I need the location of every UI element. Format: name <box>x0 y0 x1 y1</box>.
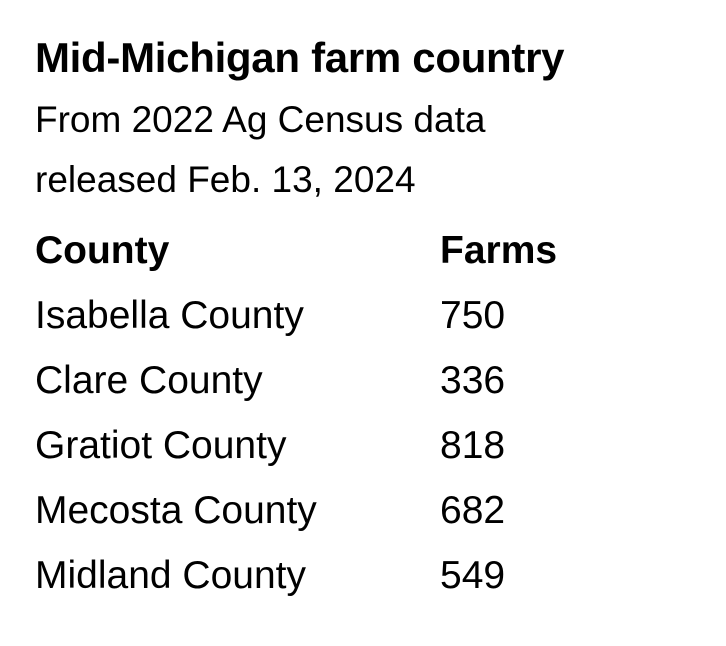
county-cell: Clare County <box>35 358 263 402</box>
table-row: Gratiot County 818 <box>35 413 557 478</box>
column-header: Farms <box>440 228 558 272</box>
table: County Farms Isabella County 750 Clare Coun… <box>35 218 557 608</box>
table-row: Mecosta County 682 <box>35 478 557 543</box>
subtitle: From 2022 Ag Census data released Feb. 1… <box>35 99 486 200</box>
county-cell: Gratiot County <box>35 423 287 467</box>
county-cell: Midland County <box>35 553 306 597</box>
title: Mid-Michigan farm country <box>35 34 565 81</box>
table-row: Clare County 336 <box>35 348 557 413</box>
farms-cell: 682 <box>440 488 506 532</box>
farms-cell: 336 <box>440 358 506 402</box>
table-body: Isabella County 750 Clare County 336 Gratiot… <box>35 283 557 608</box>
table-row: Midland County 549 <box>35 543 557 608</box>
column-header: County <box>35 228 170 272</box>
farms-cell: 750 <box>440 293 506 337</box>
farms-cell: 818 <box>440 423 506 467</box>
header-row: County Farms <box>35 218 557 283</box>
county-cell: Isabella County <box>35 293 304 337</box>
county-cell: Mecosta County <box>35 488 317 532</box>
content: Mid-Michigan farm country From 2022 Ag C… <box>35 34 565 608</box>
farms-cell: 549 <box>440 553 506 597</box>
table-row: Isabella County 750 <box>35 283 557 348</box>
